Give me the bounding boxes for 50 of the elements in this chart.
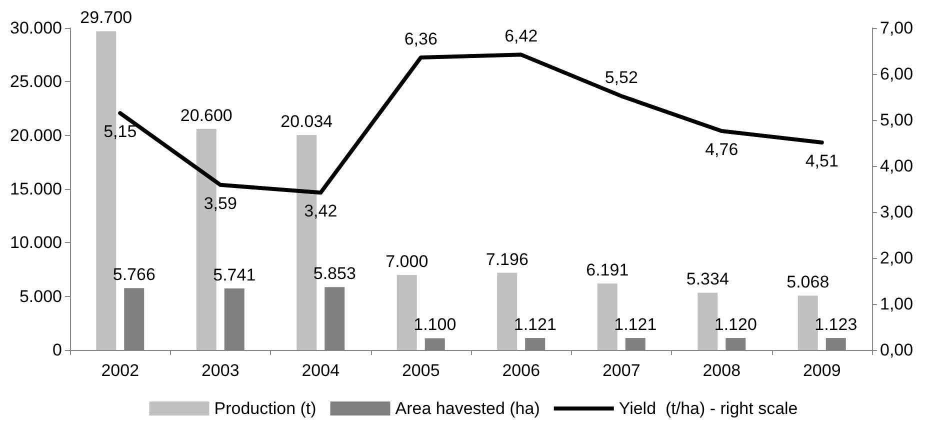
data-label: 5,15 xyxy=(104,122,137,142)
y2-tick-label: 7,00 xyxy=(880,18,914,38)
y-tick-label: 30.000 xyxy=(10,18,62,38)
x-tick-label: 2002 xyxy=(101,361,140,380)
data-label: 3,59 xyxy=(204,194,237,213)
data-label: 3,42 xyxy=(304,202,338,221)
data-label: 1.100 xyxy=(414,315,456,334)
data-label: 6.191 xyxy=(586,260,629,280)
x-tick-label: 2009 xyxy=(802,361,841,380)
legend-label: Production (t) xyxy=(214,399,316,418)
data-label: 7.196 xyxy=(486,250,528,269)
data-label: 1.121 xyxy=(514,314,556,334)
y2-tick-label: 6,00 xyxy=(880,64,914,84)
y-tick-label: 10.000 xyxy=(10,233,62,252)
y2-tick-label: 1,00 xyxy=(880,294,914,314)
x-tick-label: 2007 xyxy=(602,361,640,380)
data-label: 20.600 xyxy=(180,106,232,125)
y-tick-label: 0 xyxy=(52,340,62,360)
y-tick-label: 5.000 xyxy=(19,286,62,306)
data-label: 5,52 xyxy=(604,68,638,88)
x-tick-label: 2005 xyxy=(402,361,440,380)
data-label: 5.853 xyxy=(313,264,356,284)
y2-tick-label: 4,00 xyxy=(880,156,914,176)
data-label: 5.334 xyxy=(686,270,729,289)
legend-label: Yield (t/ha) - right scale xyxy=(618,399,798,418)
data-label: 1.120 xyxy=(714,314,757,334)
data-label: 5.766 xyxy=(112,265,156,284)
y-tick-label: 15.000 xyxy=(10,180,62,198)
y2-tick-label: 0,00 xyxy=(880,340,914,360)
data-label: 6,36 xyxy=(404,29,438,48)
y2-tick-label: 5,00 xyxy=(880,110,914,130)
x-tick-label: 2004 xyxy=(302,361,340,380)
data-label: 1.121 xyxy=(614,314,657,334)
x-tick-label: 2006 xyxy=(502,361,540,380)
x-tick-label: 2008 xyxy=(702,361,741,380)
y-tick-label: 25.000 xyxy=(10,72,62,92)
data-label: 1.123 xyxy=(814,314,858,334)
y-tick-label: 20.000 xyxy=(10,126,62,145)
data-label: 4,51 xyxy=(805,152,838,171)
data-label: 6,42 xyxy=(504,26,538,46)
data-label: 4,76 xyxy=(705,140,738,160)
x-tick-label: 2003 xyxy=(201,361,240,380)
y2-tick-label: 3,00 xyxy=(880,202,914,222)
data-label: 7.000 xyxy=(386,252,428,271)
data-label: 20.034 xyxy=(280,112,333,131)
data-label: 5.741 xyxy=(213,265,256,284)
y2-tick-label: 2,00 xyxy=(880,248,914,268)
data-label: 29.700 xyxy=(80,8,132,28)
legend-label: Area havested (ha) xyxy=(395,399,540,418)
data-label: 5.068 xyxy=(786,272,830,292)
